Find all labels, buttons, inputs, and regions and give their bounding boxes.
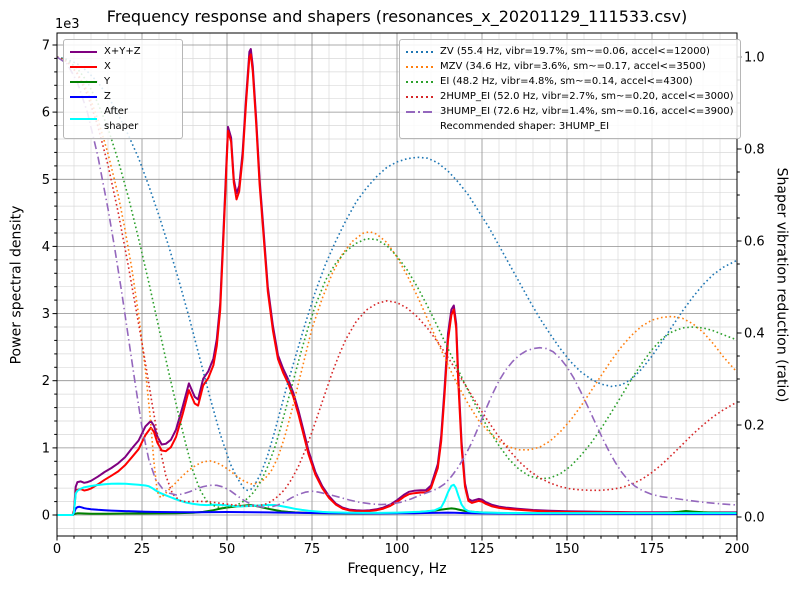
legend-item-xyz: X+Y+Z	[70, 44, 176, 59]
zv-line-sample	[406, 50, 433, 53]
psd-legend: X+Y+Z X Y Z After shaper	[63, 39, 183, 139]
mzv-line-sample	[406, 65, 433, 68]
svg-text:1: 1	[42, 441, 50, 456]
svg-text:3: 3	[42, 307, 50, 322]
legend-item-x: X	[70, 59, 176, 74]
legend-recommended-shaper: Recommended shaper: 3HUMP_EI	[406, 119, 734, 134]
3hump-ei-line-sample	[406, 110, 433, 113]
legend-item-zv: ZV (55.4 Hz, vibr=19.7%, sm~=0.06, accel…	[406, 44, 734, 59]
curve-EI	[57, 56, 737, 509]
legend-item-ei: EI (48.2 Hz, vibr=4.8%, sm~=0.14, accel<…	[406, 74, 734, 89]
x-axis-label: Frequency, Hz	[347, 561, 447, 577]
curve-MZV	[57, 56, 737, 499]
svg-text:25: 25	[134, 542, 151, 557]
svg-text:125: 125	[470, 542, 495, 557]
svg-text:0: 0	[42, 509, 50, 524]
shaper-legend: ZV (55.4 Hz, vibr=19.7%, sm~=0.06, accel…	[399, 39, 741, 139]
series-curves	[57, 48, 737, 516]
svg-text:0.4: 0.4	[744, 327, 765, 342]
chart-title: Frequency response and shapers (resonanc…	[106, 7, 688, 26]
svg-text:150: 150	[555, 542, 580, 557]
curve-After-shaper	[57, 482, 737, 516]
legend-item-mzv: MZV (34.6 Hz, vibr=3.6%, sm~=0.17, accel…	[406, 59, 734, 74]
y-axis-multiplier: 1e3	[55, 17, 80, 32]
2hump-ei-line-sample	[406, 95, 433, 98]
svg-text:0.2: 0.2	[744, 419, 765, 434]
svg-text:4: 4	[42, 240, 50, 255]
legend-item-2hump-ei: 2HUMP_EI (52.0 Hz, vibr=2.7%, sm~=0.20, …	[406, 89, 734, 104]
svg-text:5: 5	[42, 173, 50, 188]
curve-X	[57, 53, 737, 516]
after-shaper-line-sample	[70, 118, 97, 120]
svg-text:2: 2	[42, 374, 50, 389]
ei-line-sample	[406, 80, 433, 83]
x-line-sample	[70, 65, 97, 68]
empty-line-sample	[406, 126, 433, 128]
x-ticks: 0 25 50 75 100 125 150 175 200	[53, 536, 750, 557]
svg-text:0.8: 0.8	[744, 143, 765, 158]
svg-text:7: 7	[42, 39, 50, 54]
xyz-line-sample	[70, 50, 97, 53]
svg-text:6: 6	[42, 106, 50, 121]
y-left-ticks: 0 1 2 3 4 5 6 7	[42, 39, 57, 524]
curve-2HUMP_EI	[57, 56, 737, 507]
legend-item-z: Z	[70, 89, 176, 104]
curve-3HUMP_EI	[57, 56, 737, 509]
svg-text:175: 175	[640, 542, 665, 557]
y-line-sample	[70, 80, 97, 83]
legend-item-y: Y	[70, 74, 176, 89]
svg-text:200: 200	[725, 542, 750, 557]
svg-text:1.0: 1.0	[744, 51, 765, 66]
legend-item-after-shaper: After shaper	[70, 104, 176, 134]
svg-text:50: 50	[219, 542, 236, 557]
y-right-ticks: 0.0 0.2 0.4 0.6 0.8 1.0	[737, 51, 765, 526]
svg-text:0.0: 0.0	[744, 511, 765, 526]
svg-text:0.6: 0.6	[744, 235, 765, 250]
svg-text:75: 75	[304, 542, 321, 557]
legend-item-3hump-ei: 3HUMP_EI (72.6 Hz, vibr=1.4%, sm~=0.16, …	[406, 104, 734, 119]
z-line-sample	[70, 95, 97, 98]
svg-text:100: 100	[385, 542, 410, 557]
svg-text:0: 0	[53, 542, 61, 557]
